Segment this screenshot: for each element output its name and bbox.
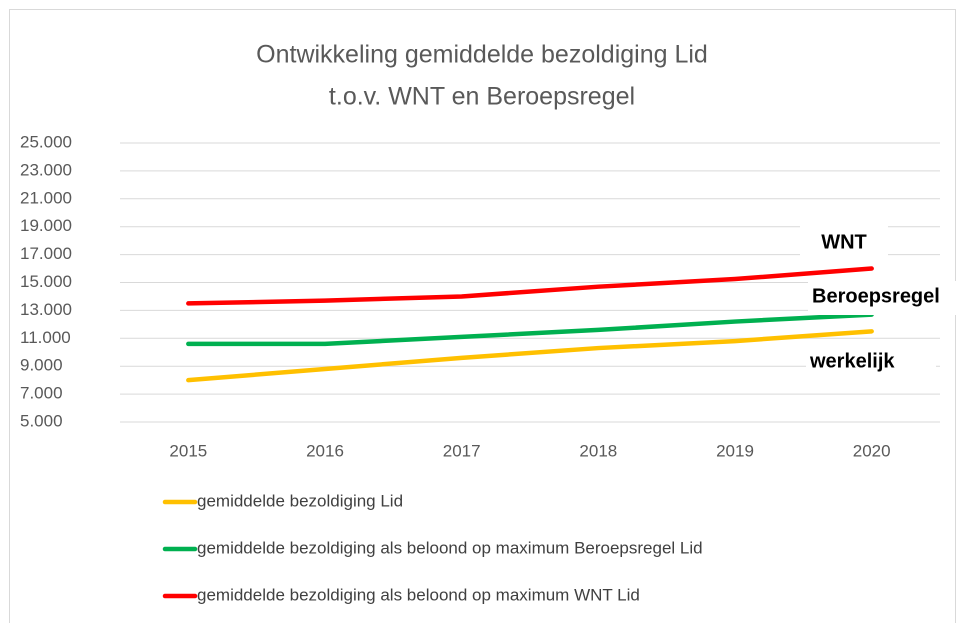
- x-tick-label: 2017: [443, 441, 481, 460]
- series-line: [186, 312, 874, 347]
- x-tick-label: 2019: [716, 441, 754, 460]
- x-tick-label: 2020: [853, 441, 891, 460]
- y-tick-label: 13.000: [20, 300, 72, 319]
- legend-label: gemiddelde bezoldiging als beloond op ma…: [197, 585, 640, 604]
- series-line: [186, 329, 874, 383]
- annotation: Beroepsregel: [812, 285, 940, 307]
- legend-label: gemiddelde bezoldiging als beloond op ma…: [197, 538, 703, 557]
- series-line: [186, 266, 874, 306]
- x-tick-label: 2016: [306, 441, 344, 460]
- chart-title: t.o.v. WNT en Beroepsregel: [329, 83, 635, 111]
- y-tick-label: 11.000: [20, 328, 71, 347]
- y-tick-label: 25.000: [20, 132, 72, 151]
- y-tick-label: 21.000: [20, 188, 72, 207]
- x-tick-label: 2015: [169, 441, 207, 460]
- y-tick-label: 7.000: [20, 384, 63, 403]
- y-tick-label: 23.000: [20, 160, 72, 179]
- y-tick-label: 5.000: [20, 411, 63, 430]
- legend-label: gemiddelde bezoldiging Lid: [197, 491, 403, 510]
- y-tick-label: 15.000: [20, 272, 72, 291]
- annotation-bg: [800, 226, 888, 260]
- y-tick-label: 17.000: [20, 244, 72, 263]
- annotation-bg: [806, 346, 936, 380]
- x-tick-label: 2018: [579, 441, 617, 460]
- annotation-bg: [808, 281, 958, 315]
- chart-title: Ontwikkeling gemiddelde bezoldiging Lid: [256, 41, 708, 69]
- y-tick-label: 9.000: [20, 356, 63, 375]
- plot: 5.000 7.000 9.000 11.000 13.000 15.000 17.000 1…: [20, 132, 940, 604]
- annotation: werkelijk: [809, 350, 895, 372]
- annotation: WNT: [821, 231, 867, 253]
- y-tick-label: 19.000: [20, 216, 72, 235]
